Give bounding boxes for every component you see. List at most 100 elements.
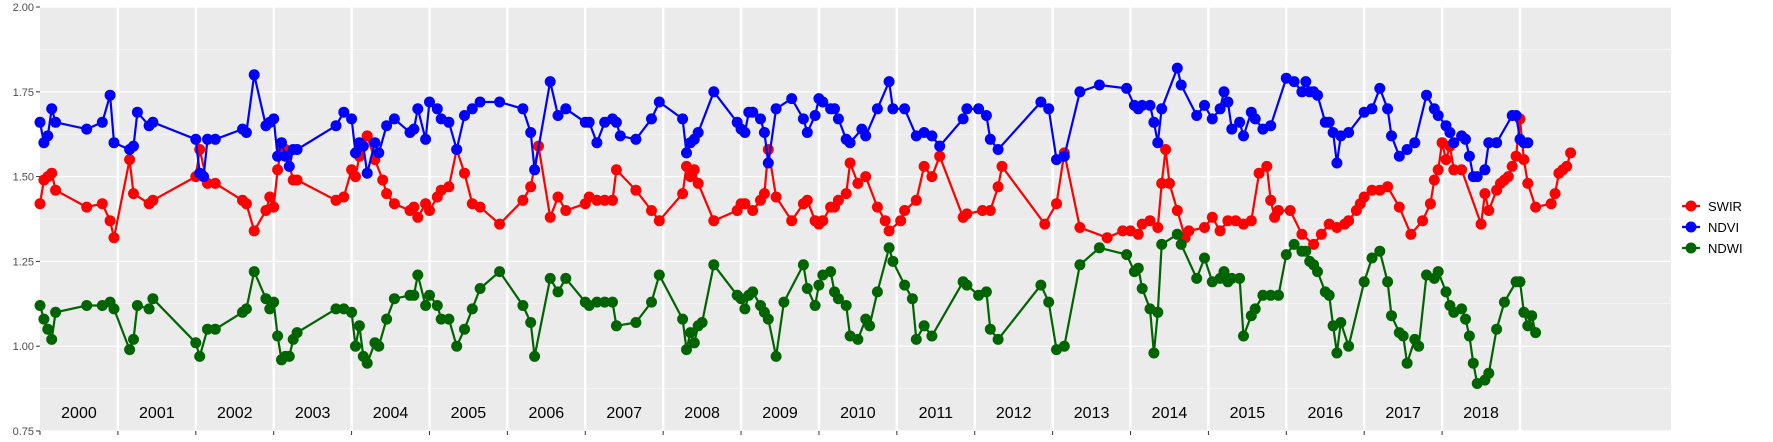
data-point-ndvi	[209, 133, 221, 145]
series-ndwi	[34, 228, 1542, 389]
data-point-ndvi	[388, 113, 400, 125]
data-point-swir	[1424, 198, 1436, 210]
data-point-ndvi	[1144, 99, 1156, 111]
data-point-ndwi	[268, 296, 280, 308]
data-point-swir	[46, 167, 58, 179]
year-label: 2008	[684, 405, 720, 422]
data-point-swir	[852, 177, 864, 189]
data-point-ndwi	[209, 323, 221, 335]
data-point-swir	[961, 208, 973, 220]
data-point-swir	[1160, 144, 1172, 155]
data-point-ndvi	[1296, 86, 1308, 98]
data-point-swir	[1440, 154, 1452, 166]
data-point-ndwi	[599, 296, 611, 308]
year-label: 2001	[139, 405, 175, 422]
data-point-ndwi	[681, 344, 692, 356]
data-point-swir	[50, 184, 62, 196]
data-point-ndwi	[1526, 310, 1538, 322]
data-point-ndwi	[1460, 313, 1471, 325]
data-point-ndwi	[42, 323, 54, 335]
data-point-ndvi	[268, 113, 280, 125]
data-point-swir	[381, 188, 393, 200]
data-point-ndvi	[883, 76, 895, 88]
data-point-swir	[1206, 211, 1218, 223]
data-point-swir	[1530, 201, 1542, 213]
data-point-swir	[240, 198, 252, 210]
data-point-ndwi	[459, 323, 470, 335]
data-point-ndvi	[279, 150, 291, 162]
data-point-ndvi	[630, 133, 642, 145]
data-point-swir	[692, 177, 704, 189]
data-point-ndwi	[852, 333, 864, 345]
data-point-ndwi	[1238, 330, 1249, 342]
data-point-swir	[494, 218, 506, 230]
data-point-ndvi	[529, 164, 541, 176]
data-point-ndwi	[1467, 357, 1479, 369]
data-point-ndvi	[466, 103, 478, 115]
data-point-ndwi	[747, 286, 759, 298]
data-point-ndvi	[50, 116, 62, 128]
data-point-ndvi	[1222, 96, 1234, 108]
data-point-ndvi	[692, 127, 704, 138]
data-point-ndwi	[899, 279, 911, 291]
data-point-ndwi	[431, 300, 443, 311]
data-point-swir	[1074, 222, 1086, 233]
data-point-ndwi	[81, 300, 93, 311]
data-point-ndvi	[552, 110, 564, 121]
year-label: 2005	[451, 405, 487, 422]
data-point-swir	[832, 194, 844, 206]
data-point-ndwi	[1058, 340, 1070, 352]
data-point-ndwi	[1343, 340, 1355, 352]
data-point-swir	[268, 201, 280, 213]
year-label: 2002	[217, 405, 253, 422]
data-point-swir	[770, 191, 782, 203]
data-point-swir	[1265, 194, 1277, 206]
data-point-swir	[1518, 154, 1530, 166]
data-point-ndvi	[81, 123, 93, 135]
data-point-swir	[1183, 225, 1195, 237]
data-point-ndwi	[992, 333, 1004, 345]
data-point-ndwi	[1280, 249, 1292, 261]
data-point-swir	[758, 188, 770, 200]
data-point-swir	[1222, 215, 1234, 227]
data-point-swir	[474, 201, 486, 213]
data-point-ndwi	[825, 266, 837, 278]
data-point-ndwi	[194, 350, 206, 362]
data-point-swir	[1483, 205, 1495, 216]
data-point-swir	[840, 188, 852, 200]
data-point-swir	[517, 194, 529, 206]
data-point-ndvi	[926, 130, 938, 142]
data-point-ndwi	[840, 300, 852, 311]
year-label: 2004	[373, 405, 409, 422]
data-point-swir	[1565, 147, 1577, 159]
data-point-ndvi	[1432, 110, 1444, 121]
data-point-ndwi	[1136, 283, 1148, 294]
data-point-ndvi	[560, 103, 572, 115]
data-point-swir	[653, 215, 665, 227]
data-point-ndvi	[758, 127, 770, 138]
data-point-ndwi	[124, 344, 136, 356]
data-point-ndvi	[1148, 116, 1160, 128]
data-point-ndwi	[143, 303, 155, 315]
data-point-ndvi	[817, 96, 829, 108]
data-point-ndwi	[1043, 296, 1055, 308]
data-point-swir	[1393, 201, 1405, 213]
data-point-ndwi	[1132, 262, 1144, 274]
data-point-ndwi	[778, 296, 790, 308]
data-point-swir	[1261, 160, 1273, 172]
data-point-ndvi	[583, 116, 595, 128]
data-point-ndvi	[291, 144, 303, 155]
data-point-ndvi	[1136, 99, 1148, 111]
data-point-swir	[1405, 228, 1417, 240]
data-point-ndwi	[1226, 272, 1238, 284]
data-point-ndvi	[797, 113, 809, 125]
data-point-ndvi	[544, 76, 556, 88]
data-point-ndvi	[1343, 127, 1355, 138]
data-point-ndvi	[361, 167, 373, 179]
data-point-ndvi	[739, 127, 751, 138]
data-point-ndvi	[443, 116, 455, 128]
data-point-ndwi	[1432, 266, 1444, 278]
data-point-swir	[1343, 215, 1355, 227]
data-point-ndwi	[961, 279, 973, 291]
